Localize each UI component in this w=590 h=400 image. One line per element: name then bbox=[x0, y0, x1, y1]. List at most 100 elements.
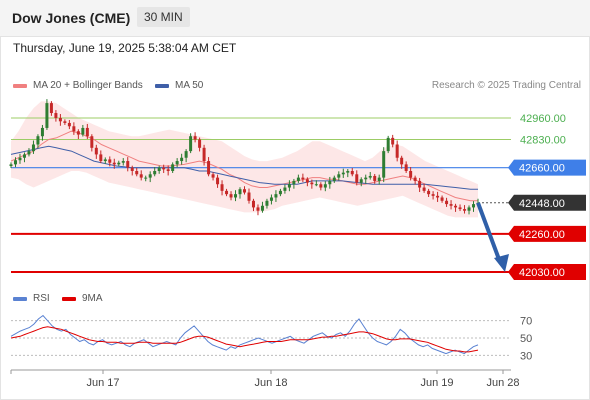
legend-rsi-ma-label: 9MA bbox=[82, 293, 103, 304]
candle-body bbox=[265, 200, 269, 206]
candle-body bbox=[454, 205, 458, 208]
ma50-swatch bbox=[155, 83, 169, 88]
candle-body bbox=[220, 184, 224, 191]
moving-averages bbox=[10, 130, 478, 202]
candle-body bbox=[76, 131, 80, 135]
candle-body bbox=[377, 177, 381, 181]
candle-body bbox=[81, 127, 85, 135]
candle-body bbox=[72, 126, 76, 132]
level-badge-bg bbox=[508, 225, 586, 242]
candle-body bbox=[355, 174, 359, 183]
candle-body bbox=[301, 177, 305, 180]
credit-text: Research © 2025 Trading Central bbox=[431, 80, 581, 91]
rsi-tick-label: 30 bbox=[520, 350, 532, 362]
candle-body bbox=[175, 161, 179, 165]
candle-body bbox=[99, 154, 103, 162]
candle-body bbox=[328, 180, 332, 185]
candle-body bbox=[225, 190, 229, 195]
candle-body bbox=[216, 177, 220, 185]
candle-body bbox=[260, 205, 264, 211]
x-axis: Jun 17 Jun 18 Jun 19 Jun 28 bbox=[10, 369, 520, 389]
candle-body bbox=[157, 167, 161, 171]
arrow-shaft bbox=[476, 202, 502, 263]
candle-body bbox=[135, 170, 139, 175]
level-badge-bg bbox=[508, 264, 586, 280]
candle-body bbox=[139, 174, 143, 178]
x-tick-label: Jun 18 bbox=[254, 377, 287, 389]
legend-ma20: MA 20 + Bollinger Bands bbox=[13, 80, 143, 91]
candle-body bbox=[427, 190, 431, 195]
candle-body bbox=[364, 177, 368, 180]
candle-body bbox=[350, 170, 354, 175]
candle-body bbox=[144, 177, 148, 179]
level-badge-text: 42660.00 bbox=[519, 163, 565, 175]
level-badge-current: 42448.00 bbox=[508, 194, 586, 211]
projection-arrow bbox=[476, 202, 509, 272]
candle-body bbox=[449, 204, 453, 206]
candle-body bbox=[180, 157, 184, 162]
candle-body bbox=[472, 204, 476, 208]
bollinger-fill bbox=[11, 101, 478, 218]
candle-body bbox=[283, 187, 287, 191]
candle-body bbox=[413, 177, 417, 181]
candle-body bbox=[337, 174, 341, 178]
rsi-ma-line bbox=[10, 326, 479, 353]
rsi-ma-swatch bbox=[62, 296, 76, 301]
candle-body bbox=[404, 164, 408, 171]
level-labels: 42960.00 42830.00 42660.00 42448.00 42260.00… bbox=[508, 113, 586, 280]
rsi-tick-label: 70 bbox=[520, 316, 532, 328]
candle-body bbox=[269, 197, 273, 201]
candle-body bbox=[193, 136, 197, 140]
candle-body bbox=[382, 151, 386, 178]
candle-body bbox=[198, 139, 202, 148]
candle-body bbox=[18, 157, 22, 161]
level-badge-pivot: 42660.00 bbox=[508, 159, 586, 176]
candle-body bbox=[103, 159, 107, 162]
interval-badge[interactable]: 30 MIN bbox=[137, 7, 190, 27]
level-badge-bg bbox=[508, 194, 586, 211]
candle-body bbox=[395, 144, 399, 158]
candle-body bbox=[440, 197, 444, 201]
level-badge-support: 42030.00 bbox=[508, 264, 586, 280]
candle-body bbox=[256, 207, 260, 211]
rsi-swatch bbox=[13, 296, 27, 301]
candle-body bbox=[238, 189, 242, 195]
candle-body bbox=[85, 127, 89, 137]
level-badge-support: 42260.00 bbox=[508, 225, 586, 242]
candle-body bbox=[121, 161, 125, 163]
legend-rsi: RSI bbox=[13, 293, 50, 304]
candle-body bbox=[346, 170, 350, 173]
candle-body bbox=[117, 162, 121, 165]
level-label-resistance: 42830.00 bbox=[520, 135, 566, 147]
candle-body bbox=[153, 170, 157, 175]
candle-body bbox=[422, 187, 426, 191]
candle-body bbox=[359, 179, 363, 183]
candle-body bbox=[467, 207, 471, 211]
candle-body bbox=[171, 164, 175, 171]
candle-body bbox=[436, 195, 440, 198]
candle-body bbox=[22, 154, 26, 158]
header-bar: Dow Jones (CME) 30 MIN bbox=[0, 0, 590, 37]
instrument-title: Dow Jones (CME) bbox=[12, 10, 131, 26]
candle-body bbox=[90, 136, 94, 148]
candle-body bbox=[373, 175, 377, 181]
chart-datetime: Thursday, June 19, 2025 5:38:04 AM CET bbox=[13, 41, 237, 55]
legend-rsi-ma: 9MA bbox=[62, 293, 103, 304]
candle-body bbox=[13, 160, 17, 165]
candle-body bbox=[400, 157, 404, 165]
candle-body bbox=[292, 180, 296, 185]
candle-body bbox=[305, 179, 309, 183]
candle-body bbox=[319, 184, 323, 188]
candle-body bbox=[251, 200, 255, 208]
rsi-panel: 70 50 30 bbox=[10, 314, 532, 362]
candle-body bbox=[287, 184, 291, 188]
candle-body bbox=[49, 103, 53, 114]
candle-body bbox=[9, 164, 13, 167]
candle-body bbox=[458, 207, 462, 210]
ma50-line bbox=[10, 145, 478, 190]
level-label-resistance: 42960.00 bbox=[520, 113, 566, 125]
candle-body bbox=[166, 169, 170, 171]
candle-body bbox=[184, 151, 188, 158]
candle-body bbox=[431, 194, 435, 196]
candle-body bbox=[126, 161, 130, 168]
